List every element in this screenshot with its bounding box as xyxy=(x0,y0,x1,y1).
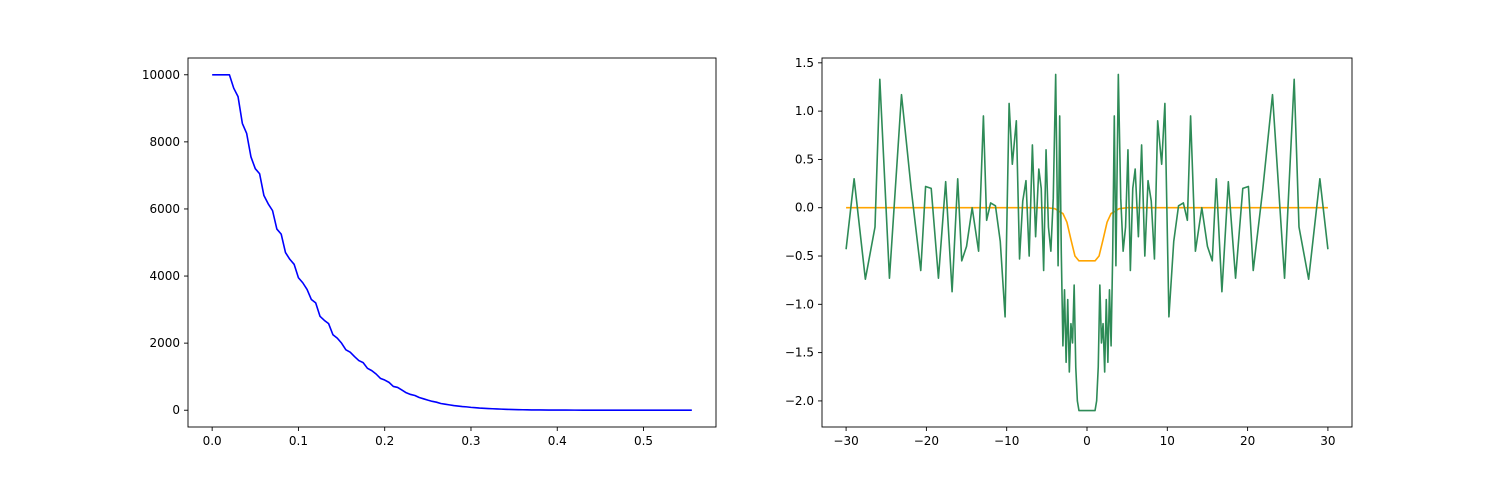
chart-1-x-tick-label: −20 xyxy=(914,434,939,448)
chart-0-x-tick-label: 0.5 xyxy=(634,434,653,448)
chart-0-x-tick-label: 0.1 xyxy=(289,434,308,448)
chart-1-y-tick-label: 1.5 xyxy=(795,56,814,70)
chart-0-x-tick-label: 0.4 xyxy=(548,434,567,448)
chart-1-series-line-0 xyxy=(846,206,1328,262)
chart-1-y-tick-label: −0.5 xyxy=(785,249,814,263)
chart-0-y-tick-label: 4000 xyxy=(149,269,180,283)
chart-1-y-tick-label: −1.0 xyxy=(785,297,814,311)
chart-1-x-tick-label: −30 xyxy=(833,434,858,448)
chart-right: −30 −20 −10 0 10 20 30 −2.0 −1.5 −1.0 −0.5 0.0 0.5 1.… xyxy=(785,56,1353,448)
chart-1-axes-frame xyxy=(821,57,1353,428)
chart-0-x-tick-label: 0.0 xyxy=(203,434,222,448)
chart-0-x-tick-label: 0.2 xyxy=(375,434,394,448)
chart-1-x-tick-label: −10 xyxy=(994,434,1019,448)
chart-0-series-line-0 xyxy=(212,73,692,412)
chart-0-y-tick-label: 2000 xyxy=(149,336,180,350)
chart-0-y-tick-label: 0 xyxy=(172,403,180,417)
chart-1-y-tick-label: −2.0 xyxy=(785,394,814,408)
chart-1-y-tick-label: 1.0 xyxy=(795,104,814,118)
chart-1-series-line-1 xyxy=(845,73,1329,412)
chart-1-x-tick-label: 10 xyxy=(1160,434,1175,448)
chart-1-y-tick-label: 0.5 xyxy=(795,152,814,166)
chart-0-y-tick-label: 8000 xyxy=(149,135,180,149)
chart-0-x-tick-label: 0.3 xyxy=(461,434,480,448)
chart-1-x-tick-label: 20 xyxy=(1240,434,1255,448)
chart-1-x-tick-label: 0 xyxy=(1083,434,1091,448)
chart-1-y-tick-label: −1.5 xyxy=(785,346,814,360)
chart-0-y-tick-label: 6000 xyxy=(149,202,180,216)
chart-1-y-tick-label: 0.0 xyxy=(795,201,814,215)
chart-0-y-tick-label: 10000 xyxy=(142,68,180,82)
chart-0-axes-frame xyxy=(187,57,717,428)
chart-1-x-tick-label: 30 xyxy=(1320,434,1335,448)
chart-left: 0.0 0.1 0.2 0.3 0.4 0.5 0 2000 4000 6000 8000 10000 xyxy=(142,57,717,448)
